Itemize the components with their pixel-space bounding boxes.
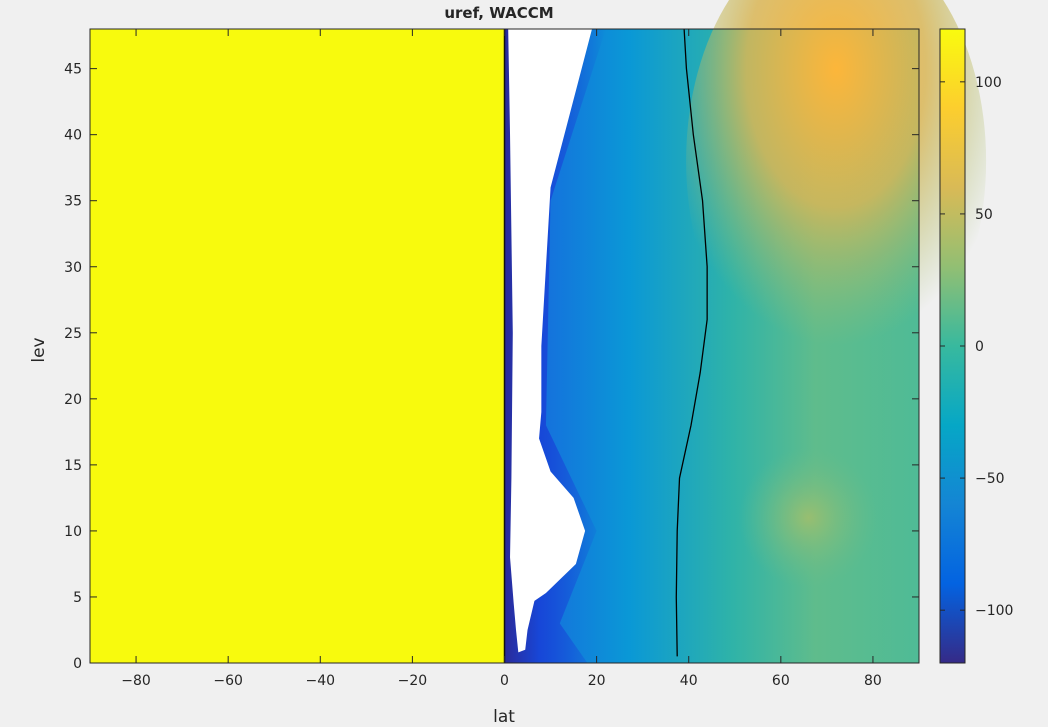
x-tick-label: 40 [680, 673, 698, 689]
x-tick-label: 20 [588, 673, 606, 689]
field-jet-max [686, 0, 987, 392]
plot-area [90, 0, 987, 663]
x-tick-label: −80 [121, 673, 151, 689]
x-axis-label: lat [493, 707, 515, 727]
y-tick-label: 10 [64, 524, 82, 540]
colorbar-tick-label: −50 [975, 471, 1005, 487]
axes: −80 −60 −40 −20 0 20 40 60 80 0 5 10 15 20 25 30 35 40 45 [64, 28, 920, 689]
blank-region [504, 29, 593, 653]
colorbar: −100 −50 0 50 100 [939, 28, 1013, 664]
chart-title: uref, WACCM [444, 4, 553, 22]
x-tick-label: −20 [398, 673, 428, 689]
colorbar-tick-label: −100 [975, 603, 1013, 619]
y-tick-label: 0 [73, 656, 82, 672]
field-sh-saturated [90, 29, 505, 663]
y-tick-label: 15 [64, 458, 82, 474]
y-tick-label: 20 [64, 392, 82, 408]
x-tick-label: 80 [864, 673, 882, 689]
colorbar-tick-label: 50 [975, 207, 993, 223]
y-tick-label: 40 [64, 128, 82, 144]
zero-contour-line [675, 28, 708, 657]
y-tick-label: 35 [64, 194, 82, 210]
x-tick-label: −40 [306, 673, 336, 689]
y-tick-label: 5 [73, 590, 82, 606]
colorbar-tick-label: 0 [975, 339, 984, 355]
y-tick-label: 45 [64, 62, 82, 78]
field-low-max [738, 447, 879, 588]
colorbar-tick-label: 100 [975, 75, 1002, 91]
y-tick-label: 30 [64, 260, 82, 276]
x-tick-label: 60 [772, 673, 790, 689]
x-tick-label: −60 [213, 673, 243, 689]
y-axis-label: lev [29, 337, 49, 362]
y-tick-label: 25 [64, 326, 82, 342]
x-tick-label: 0 [500, 673, 509, 689]
